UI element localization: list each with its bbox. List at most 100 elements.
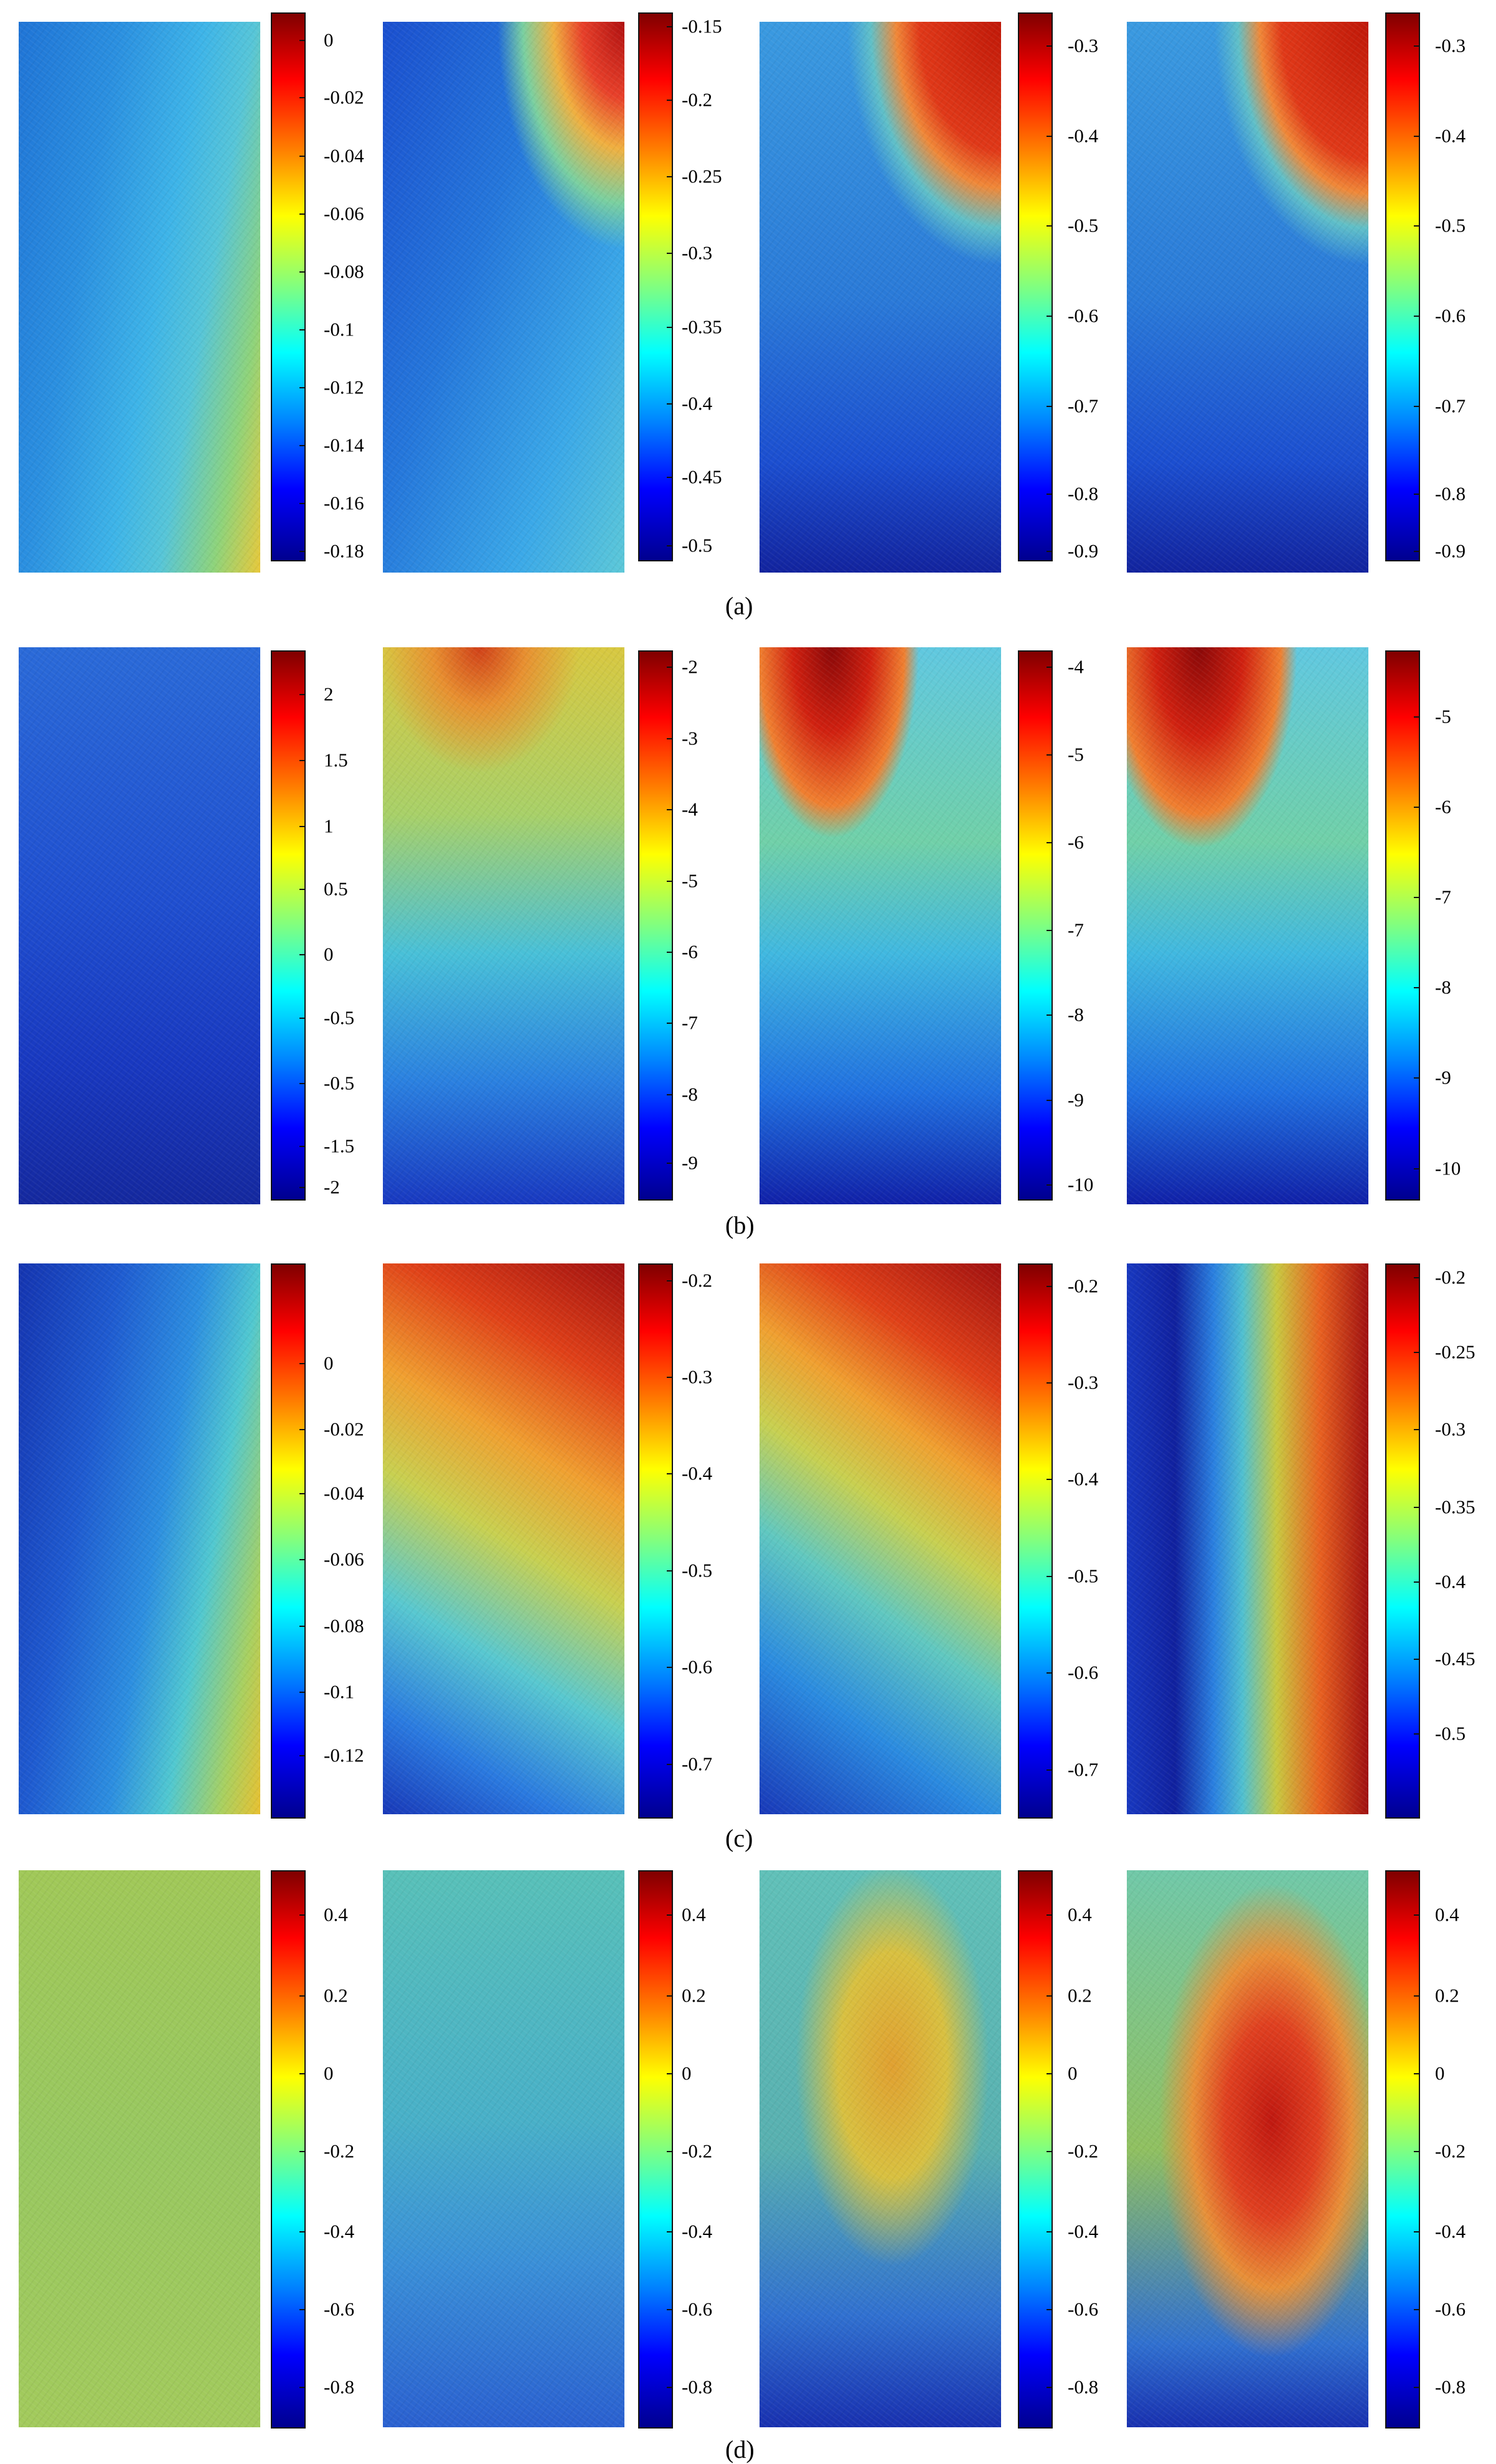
colorbar-tick [299,550,304,552]
colorbar-tick-label: -0.2 [682,2140,713,2162]
colorbar-tick-label: -0.8 [1435,482,1466,505]
colorbar-tick-label: -7 [1068,919,1084,941]
colorbar-tick-label: -0.12 [324,1744,364,1766]
colorbar-tick [1414,1658,1419,1660]
colorbar-tick-label: -2 [324,1176,340,1198]
colorbar-tick [667,2150,672,2152]
contour-map [19,647,260,1204]
colorbar-tick [299,1083,304,1085]
colorbar-tick [299,1692,304,1693]
colorbar-tick-label: -4 [682,798,698,820]
colorbar [638,1870,673,2429]
colorbar-tick [1414,2150,1419,2152]
speckle-texture [19,1263,260,1814]
colorbar [1018,12,1053,561]
colorbar-tick [667,1377,672,1379]
colorbar-tick-label: -0.5 [1435,1722,1466,1745]
colorbar [638,12,673,561]
colorbar-tick-label: -0.7 [1068,395,1099,417]
contour-map [19,22,260,573]
colorbar-tick [667,26,672,27]
colorbar-tick-label: -0.04 [324,144,364,167]
colorbar-tick-label: -0.4 [1435,124,1466,147]
colorbar-tick [299,2387,304,2389]
colorbar-tick [299,1914,304,1916]
colorbar-tick [299,1995,304,1997]
speckle-texture [383,1870,624,2427]
colorbar-tick [1414,550,1419,552]
colorbar [1385,1870,1420,2429]
colorbar-tick-label: -0.45 [1435,1647,1475,1670]
colorbar-tick [299,760,304,761]
speckle-texture [1127,22,1368,573]
colorbar-tick [667,253,672,255]
speckle-texture [383,647,624,1204]
colorbar-tick-label: -0.6 [1435,304,1466,327]
colorbar-tick-label: -0.4 [682,1462,713,1484]
colorbar-tick [1047,225,1051,227]
colorbar-tick [667,952,672,953]
colorbar-tick-label: -0.7 [1435,395,1466,417]
colorbar-tick-label: -0.3 [1435,34,1466,57]
colorbar-tick-label: -0.2 [1435,1266,1466,1288]
colorbar-tick-label: -0.08 [324,1614,364,1637]
colorbar-tick-label: -0.4 [1068,124,1099,147]
colorbar-tick-label: -4 [1068,655,1084,678]
speckle-texture [383,22,624,573]
contour-map [760,1870,1001,2427]
colorbar-tick [299,1146,304,1148]
colorbar-tick [299,888,304,890]
colorbar-tick-label: -0.7 [1068,1758,1099,1781]
colorbar-tick-label: -8 [1068,1003,1084,1026]
contour-map [1127,1870,1368,2427]
colorbar-tick-label: -0.06 [324,1548,364,1570]
colorbar-tick-label: -0.02 [324,86,364,108]
contour-map [760,647,1001,1204]
contour-map [19,1870,260,2427]
colorbar-tick-label: -0.6 [682,2298,713,2320]
colorbar-tick [667,1763,672,1765]
contour-map [19,1263,260,1814]
colorbar-tick-label: -0.4 [1068,2220,1099,2242]
colorbar-tick [1414,135,1419,137]
colorbar-tick [299,1755,304,1757]
colorbar-tick [1414,1352,1419,1354]
colorbar [271,650,306,1201]
colorbar-tick-label: -0.25 [1435,1341,1475,1363]
colorbar-tick [1414,1733,1419,1735]
colorbar-tick [1047,842,1051,843]
colorbar-tick [1414,897,1419,898]
colorbar-tick-label: -0.45 [682,466,722,488]
colorbar-tick [1414,1168,1419,1169]
colorbar-tick-label: -0.1 [324,318,355,340]
colorbar-tick [667,545,672,547]
colorbar-tick [1414,716,1419,718]
colorbar-tick-label: -0.4 [682,392,713,415]
colorbar-tick [1414,987,1419,989]
colorbar-tick [667,1473,672,1475]
colorbar-tick [1414,2387,1419,2389]
colorbar-tick-label: -1.5 [324,1135,355,1157]
colorbar-tick-label: -0.5 [682,534,713,556]
colorbar-tick [299,2073,304,2074]
colorbar-tick [1047,1575,1051,1577]
colorbar-tick-label: -0.2 [682,88,713,111]
colorbar-tick [1047,2309,1051,2311]
colorbar-tick-label: -9 [682,1151,698,1174]
colorbar-tick-label: -5 [682,869,698,892]
colorbar-tick [1047,1479,1051,1481]
colorbar-tick-label: 0 [324,943,334,965]
colorbar-tick-label: -0.7 [682,1753,713,1775]
colorbar-tick-label: -9 [1435,1066,1451,1089]
speckle-texture [760,22,1001,573]
colorbar-tick-label: -0.4 [682,2220,713,2242]
colorbar-tick-label: 0 [1435,2062,1445,2084]
colorbar-tick [1414,1581,1419,1583]
speckle-texture [760,1263,1001,1814]
colorbar-tick-label: -10 [1068,1173,1094,1196]
contour-map [760,22,1001,573]
colorbar-tick-label: 1 [324,815,334,837]
colorbar-tick-label: -3 [682,727,698,749]
colorbar-tick [1414,1429,1419,1431]
colorbar-tick [1047,2231,1051,2233]
